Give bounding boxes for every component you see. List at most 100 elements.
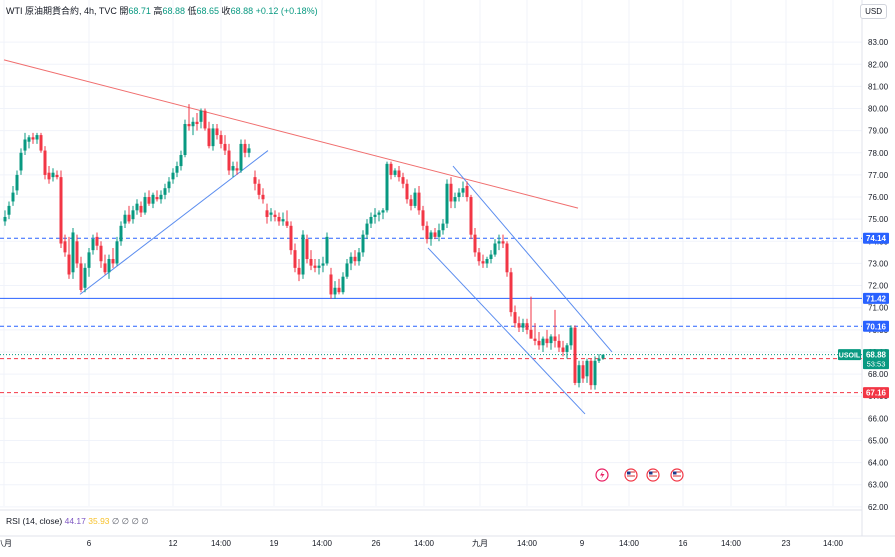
candle bbox=[317, 259, 321, 275]
event-icon-ring bbox=[624, 468, 638, 482]
candle-body bbox=[35, 135, 39, 140]
candle bbox=[325, 232, 329, 266]
candle-body bbox=[353, 256, 357, 262]
candle bbox=[247, 143, 251, 158]
candle bbox=[273, 210, 277, 222]
candle-body bbox=[159, 194, 163, 200]
price-tick-label: 71.00 bbox=[868, 304, 889, 313]
candle-body bbox=[493, 243, 497, 255]
price-tick-label: 73.00 bbox=[868, 259, 889, 268]
candle-body bbox=[239, 143, 243, 171]
candle bbox=[293, 243, 297, 273]
candle-body bbox=[253, 177, 257, 184]
candle-body bbox=[139, 205, 143, 213]
symbol-badge-bg bbox=[838, 349, 861, 361]
candle-body bbox=[107, 259, 111, 273]
candle-body bbox=[529, 329, 533, 339]
candle-body bbox=[269, 212, 273, 215]
candle bbox=[361, 230, 365, 257]
rsi-legend[interactable]: RSI (14, close) 44.17 35.93 ∅ ∅ ∅ ∅ bbox=[6, 516, 149, 527]
candle bbox=[329, 267, 333, 299]
candle bbox=[357, 247, 361, 266]
candle-body bbox=[55, 174, 59, 178]
symbol-title[interactable]: WTI 原油期貨合約, 4h, TVC bbox=[6, 6, 117, 16]
candle-body bbox=[457, 192, 461, 198]
candle-body bbox=[477, 252, 481, 262]
candle-body bbox=[115, 241, 119, 264]
us-flag-event-icon[interactable] bbox=[670, 468, 684, 482]
candle-body bbox=[257, 183, 261, 195]
candle bbox=[47, 166, 51, 184]
candle bbox=[501, 234, 505, 248]
candle bbox=[135, 199, 139, 215]
candle-body bbox=[15, 174, 19, 191]
price-tick-label: 66.00 bbox=[868, 414, 889, 423]
candle-body bbox=[211, 128, 215, 147]
candle bbox=[461, 181, 465, 198]
symbol-legend: WTI 原油期貨合約, 4h, TVC 開68.71 高68.88 低68.65… bbox=[6, 4, 318, 17]
candle bbox=[517, 316, 521, 333]
candle-body bbox=[337, 287, 341, 293]
level-badge-bg bbox=[863, 320, 889, 332]
candle-body bbox=[445, 183, 449, 224]
candles bbox=[3, 104, 605, 390]
level-badge-label: 74.14 bbox=[866, 234, 887, 243]
dividend-event-icon[interactable] bbox=[595, 468, 609, 482]
time-tick-label: 16 bbox=[679, 539, 688, 548]
candle bbox=[139, 201, 143, 217]
candle-body bbox=[569, 327, 573, 346]
candle bbox=[179, 150, 183, 171]
candle bbox=[171, 168, 175, 184]
candle-body bbox=[59, 177, 63, 244]
candle bbox=[465, 181, 469, 202]
candle-body bbox=[421, 210, 425, 226]
candle bbox=[175, 161, 179, 178]
candle-body bbox=[151, 194, 155, 204]
candle-body bbox=[489, 254, 493, 260]
candle bbox=[11, 185, 15, 206]
candle-body bbox=[601, 354, 605, 359]
open-value: 68.71 bbox=[128, 6, 151, 16]
candle-body bbox=[597, 358, 601, 361]
currency-button[interactable]: USD bbox=[860, 4, 887, 19]
candle-body bbox=[103, 263, 107, 273]
candle bbox=[203, 108, 207, 131]
flag-stripe bbox=[649, 475, 657, 477]
low-label: 低 bbox=[187, 6, 197, 16]
price-tick-label: 83.00 bbox=[868, 38, 889, 47]
time-tick-label: 14:00 bbox=[517, 539, 538, 548]
candle-body bbox=[433, 232, 437, 237]
candle bbox=[553, 309, 557, 348]
time-tick-label: 14:00 bbox=[211, 539, 232, 548]
us-flag-event-icon[interactable] bbox=[646, 468, 660, 482]
candle bbox=[277, 212, 281, 226]
candle bbox=[71, 228, 75, 279]
candle-body bbox=[179, 154, 183, 167]
candle bbox=[239, 139, 243, 173]
candle bbox=[597, 354, 601, 364]
candle bbox=[453, 192, 457, 209]
flag-stripe bbox=[673, 477, 681, 479]
candle bbox=[75, 234, 79, 268]
candle bbox=[493, 239, 497, 257]
flag-canton bbox=[627, 471, 631, 475]
candle bbox=[333, 281, 337, 299]
candle-body bbox=[549, 336, 553, 344]
candle-body bbox=[313, 265, 317, 268]
candle bbox=[481, 254, 485, 268]
candle-body bbox=[437, 230, 441, 237]
candle-body bbox=[195, 121, 199, 125]
candle bbox=[393, 168, 397, 178]
candle-body bbox=[305, 239, 309, 260]
time-tick-label: 九月 bbox=[472, 539, 488, 548]
candle bbox=[187, 104, 191, 131]
price-tick-label: 82.00 bbox=[868, 60, 889, 69]
us-flag-event-icon[interactable] bbox=[624, 468, 638, 482]
candle-body bbox=[175, 166, 179, 173]
candle bbox=[425, 221, 429, 244]
candle-body bbox=[67, 254, 71, 275]
candle bbox=[243, 139, 247, 158]
